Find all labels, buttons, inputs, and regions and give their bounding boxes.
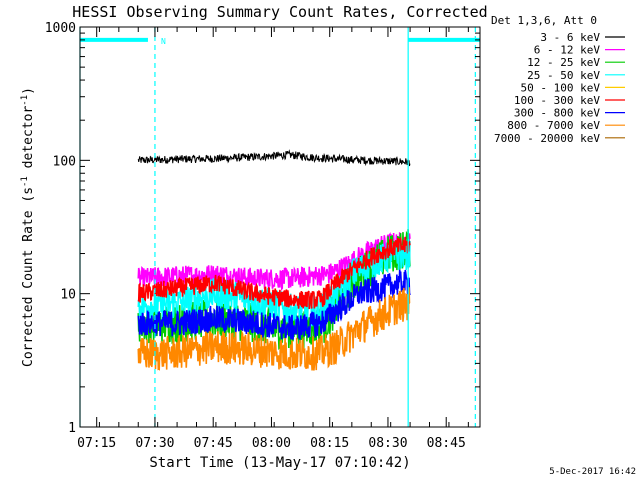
x-tick-label: 08:30 [368,436,407,451]
legend-header: Det 1,3,6, Att 0 [491,14,597,27]
legend-label: 3 - 6 keV [540,31,600,44]
x-axis-ticks: 07:15 07:30 07:45 08:00 08:15 08:30 08:45 [77,27,469,451]
y-tick-label: 1 [68,421,76,436]
series-line [137,236,411,310]
legend-label: 300 - 800 keV [514,107,600,120]
x-tick-label: 07:45 [194,436,233,451]
series-line [137,149,411,167]
x-tick-label: 08:00 [252,436,291,451]
y-axis-ticks: 1 10 100 1000 [45,21,480,436]
legend-label: 12 - 25 keV [527,56,600,69]
y-tick-label: 1000 [45,21,76,36]
y-tick-label: 10 [60,288,76,303]
plot-frame [79,26,481,428]
legend-label: 100 - 300 keV [514,94,600,107]
legend-label: 50 - 100 keV [521,81,601,94]
timestamp: 5-Dec-2017 16:42 [549,467,636,477]
x-axis-label: Start Time (13-May-17 07:10:42) [149,455,410,471]
chart-title: HESSI Observing Summary Count Rates, Cor… [72,3,487,21]
x-tick-label: 07:15 [77,436,116,451]
x-tick-label: 07:30 [135,436,174,451]
series-layer [137,149,411,371]
night-marker-label: N [161,37,166,46]
legend-label: 6 - 12 keV [534,44,601,57]
series-line [137,287,411,371]
legend-label: 7000 - 20000 keV [494,132,600,145]
x-tick-label: 08:45 [427,436,466,451]
y-tick-label: 100 [53,154,76,169]
y-axis-label: Corrected Count Rate (s-1 detector-1) [20,87,36,367]
legend-label: 800 - 7000 keV [507,119,600,132]
x-tick-label: 08:15 [310,436,349,451]
series-line [137,269,411,341]
legend-label: 25 - 50 keV [527,69,600,82]
